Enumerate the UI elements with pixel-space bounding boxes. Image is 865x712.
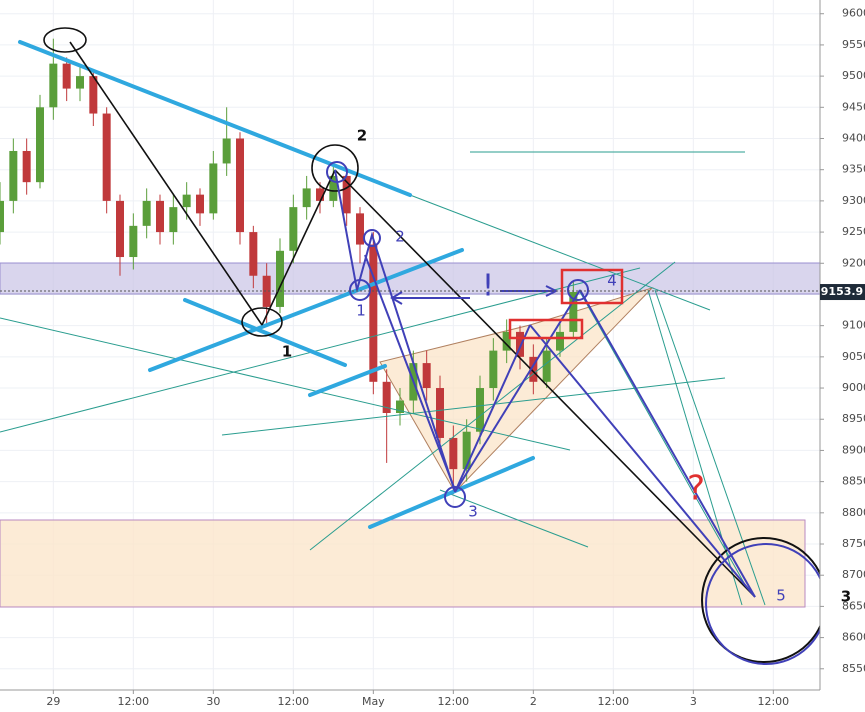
- candle-body: [142, 200, 151, 226]
- candles: [0, 38, 578, 495]
- candle-body: [276, 250, 284, 307]
- x-tick-label: 12:00: [277, 695, 309, 708]
- annotation: !: [482, 269, 494, 304]
- candle-body: [89, 76, 98, 114]
- candle-body: [476, 388, 484, 432]
- candle-body: [0, 200, 4, 233]
- y-tick-label: 8900.0: [842, 443, 865, 456]
- candle-body: [436, 388, 444, 438]
- wedge: [379, 286, 654, 493]
- candle-body: [302, 188, 311, 208]
- candle-body: [289, 207, 298, 251]
- candle-body: [49, 63, 58, 108]
- annotation: 4: [607, 272, 617, 290]
- x-tick-label: 3: [690, 695, 697, 708]
- candle-body: [502, 331, 511, 351]
- candle-body: [209, 163, 218, 214]
- zone: [0, 262, 821, 295]
- candle-body: [542, 350, 551, 382]
- y-tick-label: 9300.0: [842, 194, 865, 207]
- y-tick-label: 9550.0: [842, 38, 865, 51]
- candle-body: [222, 138, 231, 164]
- y-tick-label: 8950.0: [842, 412, 865, 425]
- candle-body: [116, 200, 124, 258]
- y-tick-label: 8850.0: [842, 475, 865, 488]
- candle-body: [249, 232, 258, 276]
- candle-body: [182, 194, 191, 208]
- annotation: 1: [282, 343, 292, 361]
- candle-body: [329, 175, 338, 201]
- candle-body: [449, 437, 458, 470]
- trend-lines: [0, 151, 766, 606]
- candle-body: [569, 292, 578, 332]
- candle-body: [236, 138, 244, 233]
- annotation: ?: [687, 469, 705, 509]
- candle-body: [489, 350, 498, 389]
- y-tick-label: 8750.0: [842, 537, 865, 550]
- y-tick-label: 9000.0: [842, 381, 865, 394]
- y-tick-label: 9400.0: [842, 131, 865, 144]
- x-tick-label: 12:00: [437, 695, 469, 708]
- last-price-label: 9153.9: [821, 285, 863, 298]
- candle-body: [9, 150, 18, 201]
- x-tick-label: 2: [530, 695, 537, 708]
- y-tick-label: 9500.0: [842, 69, 865, 82]
- y-tick-label: 9450.0: [842, 100, 865, 113]
- candle-body: [556, 331, 564, 351]
- y-tick-label: 9250.0: [842, 225, 865, 238]
- x-axis-bg: [0, 690, 865, 712]
- candle-body: [196, 194, 204, 214]
- candle-body: [62, 63, 71, 89]
- candle-body: [356, 213, 364, 245]
- y-tick-label: 9600.0: [842, 7, 865, 20]
- annotation: 3: [841, 588, 851, 606]
- candle-body: [396, 400, 404, 414]
- candle-body: [529, 356, 538, 382]
- candle-body: [316, 188, 324, 201]
- last-price-box: [820, 284, 865, 301]
- y-tick-label: 8650.0: [842, 599, 865, 612]
- y-tick-label: 9050.0: [842, 350, 865, 363]
- x-tick-label: 12:00: [597, 695, 629, 708]
- annotation: 2: [357, 127, 367, 145]
- candle-body: [129, 225, 138, 258]
- annotation: 3: [468, 503, 478, 521]
- candle-body: [156, 200, 164, 233]
- candle-body: [76, 76, 84, 89]
- annotation: 1: [356, 302, 366, 320]
- x-tick-label: May: [362, 695, 385, 708]
- candle-body: [262, 275, 271, 307]
- y-tick-label: 8700.0: [842, 568, 865, 581]
- y-tick-label: 8600.0: [842, 631, 865, 644]
- channel-lines: [18, 40, 535, 529]
- y-axis-bg: [820, 0, 865, 712]
- x-tick-label: 12:00: [117, 695, 149, 708]
- y-tick-label: 9100.0: [842, 319, 865, 332]
- x-tick-label: 30: [206, 695, 220, 708]
- red-boxes: [508, 268, 624, 340]
- annotation: 2: [395, 228, 405, 246]
- candle-body: [342, 175, 351, 214]
- candle-body: [462, 431, 471, 470]
- zone: [0, 519, 806, 608]
- y-tick-label: 9200.0: [842, 256, 865, 269]
- candle-body: [369, 244, 378, 382]
- candle-body: [102, 113, 111, 201]
- candle-body: [422, 363, 431, 389]
- candle-body: [36, 107, 44, 183]
- x-tick-label: 29: [46, 695, 60, 708]
- blue-drawings: [326, 161, 827, 665]
- candle-body: [382, 381, 391, 414]
- y-tick-label: 9350.0: [842, 163, 865, 176]
- y-tick-label: 8550.0: [842, 662, 865, 675]
- annotation: 5: [776, 587, 786, 605]
- x-tick-label: 12:00: [757, 695, 789, 708]
- candle-body: [22, 150, 31, 183]
- labels: 8550.0 8600.0 8650.0 8700.0 8750.0 8800.0 8850…: [46, 7, 865, 708]
- candle-body: [169, 207, 178, 233]
- candle-body: [516, 331, 524, 357]
- y-tick-label: 8800.0: [842, 506, 865, 519]
